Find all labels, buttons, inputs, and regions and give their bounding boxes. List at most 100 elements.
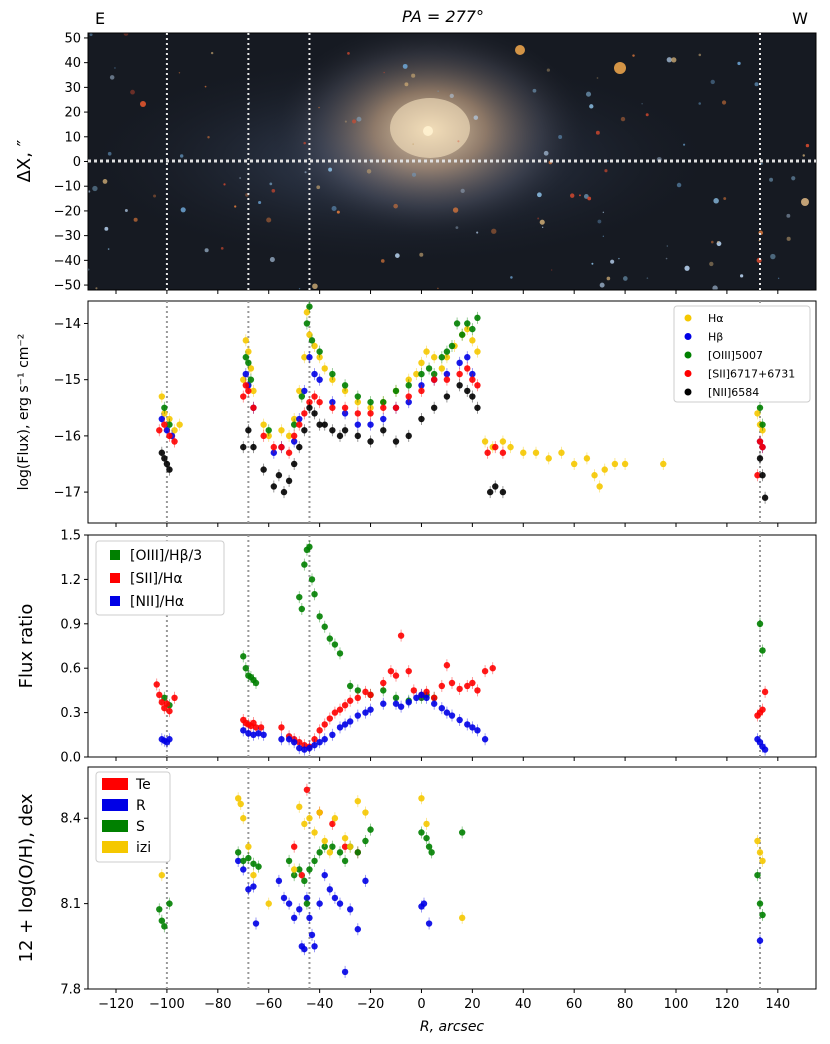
data-point	[336, 849, 344, 856]
data-point	[306, 354, 313, 361]
star-mark	[153, 194, 157, 198]
data-point	[331, 641, 339, 648]
star-mark	[604, 169, 608, 173]
data-point	[430, 376, 438, 383]
data-point	[301, 820, 308, 828]
data-point	[428, 849, 435, 856]
data-point	[346, 843, 354, 850]
star-mark	[383, 71, 385, 74]
data-point	[410, 687, 418, 694]
data-point	[331, 815, 339, 822]
star-mark	[712, 285, 718, 290]
x-tick-label: 0	[417, 997, 425, 1012]
y-tick-label: −16	[54, 429, 81, 444]
star-mark	[356, 116, 362, 122]
data-point	[367, 826, 374, 833]
data-point	[171, 427, 178, 434]
star-mark	[491, 228, 497, 234]
data-point	[456, 685, 463, 693]
data-point	[341, 721, 349, 728]
data-point	[354, 393, 362, 400]
data-point	[418, 691, 425, 699]
data-point	[336, 706, 344, 713]
east-label: E	[95, 9, 105, 28]
data-point	[290, 843, 298, 850]
data-point	[425, 920, 433, 927]
data-point	[438, 682, 446, 690]
data-point	[367, 706, 374, 713]
legend-marker	[684, 314, 692, 322]
star-mark	[210, 51, 214, 55]
y-tick-label: 1.5	[60, 529, 81, 544]
data-point	[326, 886, 334, 893]
y-tick-label: 0	[73, 155, 81, 170]
data-point	[367, 691, 374, 699]
plot-title: PA = 277°	[402, 7, 484, 26]
data-point	[306, 331, 313, 338]
data-point	[326, 635, 334, 642]
x-tick-label: 80	[617, 997, 634, 1012]
y-tick-label: 10	[64, 130, 81, 145]
west-label: W	[792, 9, 808, 28]
data-point	[486, 488, 494, 496]
data-point	[260, 731, 267, 738]
data-point	[418, 415, 425, 423]
data-point	[474, 382, 481, 389]
star-mark	[437, 90, 439, 92]
star-mark	[646, 277, 649, 279]
data-point	[240, 653, 247, 660]
data-point	[601, 466, 608, 473]
data-point	[481, 736, 489, 743]
data-point	[250, 871, 257, 879]
star-mark	[298, 287, 301, 290]
x-tick-label: 40	[515, 997, 532, 1012]
data-point	[759, 857, 766, 865]
data-point	[255, 863, 262, 870]
star-mark	[570, 193, 575, 198]
data-point	[367, 398, 374, 406]
data-point	[660, 460, 667, 468]
data-point	[405, 699, 412, 706]
star-mark	[607, 160, 609, 162]
legend-label: S	[136, 819, 145, 835]
legend-marker	[684, 370, 692, 377]
data-point	[245, 854, 252, 862]
y-tick-label: 8.1	[60, 897, 81, 912]
data-point	[316, 376, 323, 383]
data-point	[311, 410, 318, 417]
x-tick-label: 140	[765, 997, 790, 1012]
data-point	[242, 382, 250, 389]
data-point	[311, 591, 318, 598]
data-point	[260, 421, 267, 428]
data-point	[316, 613, 323, 620]
legend-label: [SII]6717+6731	[708, 367, 795, 380]
data-point	[448, 679, 456, 687]
star-mark	[710, 79, 715, 85]
data-point	[448, 712, 456, 719]
star-mark	[587, 196, 592, 201]
x-tick-label: −80	[204, 997, 231, 1012]
x-tick-label: −120	[98, 997, 134, 1012]
star-mark	[709, 261, 714, 267]
data-point	[296, 387, 303, 395]
data-point	[754, 837, 761, 845]
data-point	[570, 460, 578, 468]
data-point	[311, 370, 318, 378]
data-point	[754, 472, 761, 479]
data-point	[331, 894, 339, 902]
data-point	[362, 877, 369, 885]
data-point	[443, 662, 451, 669]
data-point	[296, 421, 303, 428]
legend-label: Hα	[708, 312, 724, 325]
data-point	[311, 857, 318, 865]
data-point	[240, 376, 247, 383]
legend-marker	[684, 351, 692, 359]
data-point	[448, 342, 456, 350]
y-tick-label: 0.6	[60, 662, 81, 677]
data-point	[240, 815, 247, 822]
data-point	[303, 320, 311, 327]
data-point	[341, 968, 349, 976]
data-point	[354, 694, 362, 701]
star-mark	[223, 183, 226, 186]
